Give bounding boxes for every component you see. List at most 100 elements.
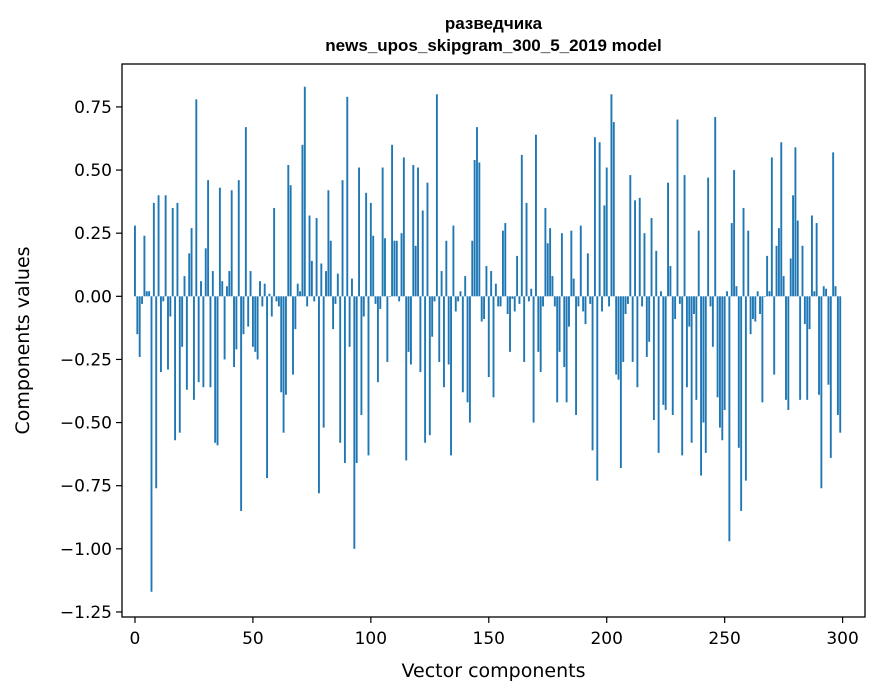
bar: [193, 296, 195, 400]
bar: [483, 296, 486, 320]
bar: [379, 296, 382, 309]
bar: [513, 296, 516, 312]
bar: [476, 127, 478, 297]
bar: [289, 185, 292, 297]
bar: [157, 195, 160, 297]
y-tick-label: −1.00: [60, 540, 112, 560]
bar: [419, 296, 422, 373]
bar: [301, 144, 304, 297]
bar: [617, 296, 620, 380]
bar: [341, 180, 344, 297]
bar: [820, 296, 823, 489]
bar: [683, 175, 686, 297]
bar: [329, 240, 332, 297]
bar: [806, 296, 809, 400]
bar: [294, 296, 297, 330]
bar: [190, 228, 193, 297]
bar: [162, 296, 165, 302]
y-tick-label: 0.75: [74, 98, 112, 118]
bar: [836, 296, 839, 415]
bar: [200, 281, 202, 297]
bar: [261, 296, 264, 307]
bar: [697, 230, 700, 297]
bar: [424, 296, 427, 443]
bar: [270, 296, 273, 317]
bar: [237, 180, 240, 297]
x-tick-label: 0: [130, 629, 141, 649]
bar: [445, 240, 448, 297]
bar: [214, 296, 217, 443]
bar: [535, 134, 537, 297]
y-tick-label: 0.00: [74, 287, 112, 307]
bar: [244, 127, 247, 297]
bar: [799, 296, 802, 400]
bar: [780, 142, 783, 297]
bar: [775, 245, 778, 297]
bar: [466, 296, 469, 403]
bar: [145, 291, 148, 297]
bar: [556, 296, 559, 403]
bar: [577, 296, 580, 307]
bar: [343, 296, 346, 463]
bar: [704, 296, 707, 453]
bar: [612, 122, 615, 297]
bar: [796, 220, 799, 297]
bar: [657, 296, 660, 453]
bar: [171, 207, 174, 297]
x-tick-label: 50: [242, 629, 264, 649]
bar: [174, 296, 177, 441]
bar: [586, 253, 589, 297]
bar: [551, 276, 554, 297]
bar: [183, 276, 186, 297]
bar: [777, 228, 780, 297]
bar: [565, 296, 568, 403]
bar: [622, 296, 625, 362]
bar: [181, 296, 184, 347]
bar: [138, 296, 141, 357]
bar: [355, 296, 358, 463]
bar: [652, 296, 655, 421]
bar: [674, 296, 677, 320]
bar: [735, 286, 738, 297]
bar: [782, 276, 785, 297]
bar: [376, 296, 379, 383]
bar: [740, 296, 743, 511]
bar: [143, 235, 146, 297]
bars-group: [134, 86, 842, 592]
bar: [492, 296, 495, 398]
bar: [226, 286, 228, 297]
bar: [339, 296, 342, 443]
bar: [808, 296, 811, 330]
bar: [185, 296, 188, 390]
bar: [759, 296, 761, 314]
bar: [351, 278, 353, 297]
bar: [527, 296, 530, 302]
bar: [421, 210, 424, 297]
bar: [756, 291, 759, 297]
bar: [834, 286, 837, 297]
bar: [603, 205, 606, 297]
bar: [391, 144, 394, 297]
bar: [549, 228, 552, 297]
bar: [516, 255, 519, 297]
bar: [560, 233, 563, 297]
bar: [410, 296, 412, 365]
bar: [818, 296, 820, 395]
bar: [150, 296, 153, 592]
bar: [362, 296, 365, 317]
bar: [766, 255, 769, 297]
bar: [176, 202, 179, 297]
bar: [525, 202, 528, 297]
bar: [480, 296, 483, 322]
bar: [327, 190, 330, 297]
bar: [296, 283, 299, 297]
bar: [292, 296, 294, 375]
bar: [582, 296, 585, 312]
bar: [400, 233, 403, 297]
bar: [563, 296, 566, 368]
bar: [678, 296, 681, 304]
bar: [242, 296, 245, 335]
bar: [235, 296, 238, 350]
bar: [332, 296, 335, 330]
bar: [315, 218, 318, 297]
